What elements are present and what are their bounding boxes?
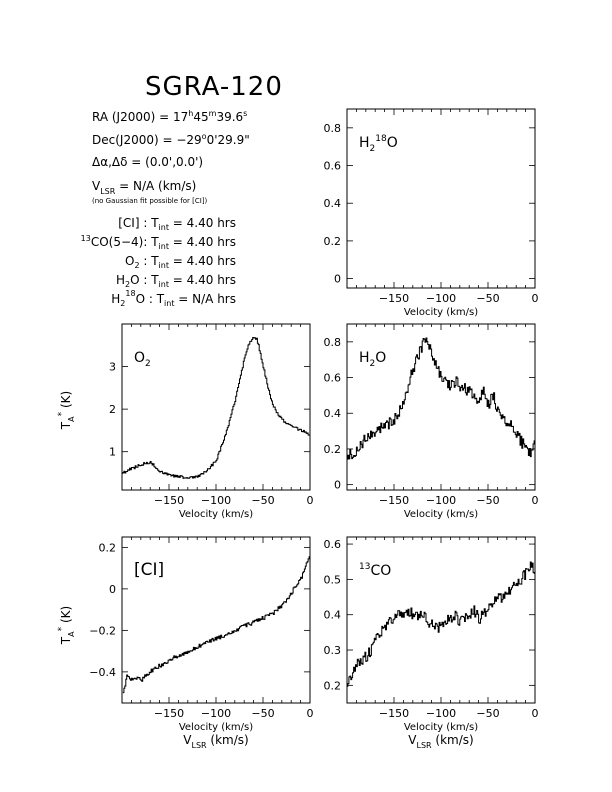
x-tick-label: −50 <box>476 707 499 720</box>
y-tick-label: 0.2 <box>324 443 342 456</box>
species-label-ci: [CI] <box>134 560 164 580</box>
panel-h218o: −150 −100 −50 0 0 0.2 0.4 0.6 0.8 Velocity (km/s)… <box>324 108 539 318</box>
x-axis-label: Velocity (km/s) <box>179 722 253 733</box>
y-tick-label: 0.6 <box>324 372 342 385</box>
ra-line: RA (J2000) = 17h45m39.6s <box>92 109 247 124</box>
ylabel-ta-bottom: TA* (K) <box>57 606 76 645</box>
y-tick-label: 0.2 <box>324 679 342 692</box>
species-label-13co: 13CO <box>359 562 391 579</box>
panel-o2: −150 −100 −50 0 1 2 3 Velocity (km/s) O2 <box>109 323 314 520</box>
x-tick-label: −150 <box>379 707 409 720</box>
x-tick-label: −150 <box>154 707 184 720</box>
panel-frame-13co <box>346 536 536 704</box>
y-tick-label: 0.6 <box>324 160 342 173</box>
species-label-o2: O2 <box>134 350 151 369</box>
figure-title: SGRA-120 <box>145 72 283 102</box>
y-tick-label: 0.8 <box>324 122 342 135</box>
spectra-panels: −150 −100 −50 0 0 0.2 0.4 0.6 0.8 Velocity (km/s)… <box>89 108 539 733</box>
spectrum-line-h2o <box>347 337 536 460</box>
spectrum-line-ci <box>122 552 311 694</box>
spectrum-line-13co <box>347 561 536 687</box>
x-tick-label: −100 <box>426 292 456 305</box>
panel-frame-o2 <box>121 323 311 491</box>
x-tick-label: 0 <box>532 292 539 305</box>
x-tick-label: −50 <box>251 707 274 720</box>
panel-ci: −150 −100 −50 0 −0.4 −0.2 0 0.2 Velocity (km/s) [… <box>89 536 314 733</box>
tint-h2o: H2O : Tint = 4.40 hrs <box>116 273 236 289</box>
x-axis-label: Velocity (km/s) <box>404 307 478 318</box>
y-tick-label: 0 <box>334 479 341 492</box>
x-tick-label: −150 <box>379 494 409 507</box>
gaussian-note: (no Gaussian fit possible for [CI]) <box>92 197 208 205</box>
y-tick-label: −0.2 <box>89 624 116 637</box>
x-tick-label: −100 <box>426 707 456 720</box>
x-tick-label: −150 <box>379 292 409 305</box>
dec-line: Dec(J2000) = −29o0'29.9" <box>92 132 250 147</box>
panel-frame-h2o <box>346 323 536 491</box>
x-tick-label: −50 <box>476 494 499 507</box>
y-tick-label: 0.2 <box>324 235 342 248</box>
x-tick-label: −100 <box>201 494 231 507</box>
x-tick-label: 0 <box>532 494 539 507</box>
y-tick-label: 2 <box>109 403 116 416</box>
vlsr-line: VLSR = N/A (km/s) <box>92 179 196 196</box>
x-tick-label: −50 <box>476 292 499 305</box>
x-tick-label: −150 <box>154 494 184 507</box>
y-tick-label: 0.5 <box>324 573 342 586</box>
species-label-h218o: H218O <box>359 134 398 154</box>
y-tick-label: 0.8 <box>324 336 342 349</box>
tint-h218o: H218O : Tint = N/A hrs <box>111 289 236 308</box>
y-tick-label: 0.3 <box>324 644 342 657</box>
tint-13co: 13CO(5−4): Tint = 4.40 hrs <box>81 234 236 251</box>
y-tick-label: 0.6 <box>324 538 342 551</box>
panel-13co: −150 −100 −50 0 0.2 0.3 0.4 0.5 0.6 Velocity (km/… <box>324 536 539 733</box>
x-axis-label: Velocity (km/s) <box>404 509 478 520</box>
xlabel-vlsr-right: VLSR (km/s) <box>408 733 473 750</box>
y-tick-label: 1 <box>109 446 116 459</box>
x-tick-label: 0 <box>307 494 314 507</box>
xlabel-vlsr-left: VLSR (km/s) <box>183 733 248 750</box>
x-tick-label: 0 <box>532 707 539 720</box>
y-tick-label: 0 <box>334 273 341 286</box>
y-tick-label: 0 <box>109 583 116 596</box>
x-axis-label: Velocity (km/s) <box>179 509 253 520</box>
y-tick-label: 0.4 <box>324 407 342 420</box>
tint-o2: O2 : Tint = 4.40 hrs <box>125 254 236 270</box>
tint-ci: [CI] : Tint = 4.40 hrs <box>118 216 236 232</box>
panel-h2o: −150 −100 −50 0 0 0.2 0.4 0.6 0.8 Velocity (km/s)… <box>324 323 539 520</box>
x-tick-label: 0 <box>307 707 314 720</box>
offset-line: Δα,Δδ = (0.0',0.0') <box>92 155 203 169</box>
spectrum-line-o2 <box>122 337 311 479</box>
x-tick-label: −100 <box>201 707 231 720</box>
species-label-h2o: H2O <box>359 350 386 369</box>
x-tick-label: −100 <box>426 494 456 507</box>
y-tick-label: 3 <box>109 361 116 374</box>
x-tick-label: −50 <box>251 494 274 507</box>
y-tick-label: 0.4 <box>324 197 342 210</box>
y-tick-label: 0.2 <box>99 541 117 554</box>
x-axis-label: Velocity (km/s) <box>404 722 478 733</box>
header-info: RA (J2000) = 17h45m39.6s Dec(J2000) = −2… <box>81 109 250 308</box>
ylabel-ta-middle: TA* (K) <box>57 391 76 430</box>
y-tick-label: −0.4 <box>89 666 116 679</box>
y-tick-label: 0.4 <box>324 609 342 622</box>
